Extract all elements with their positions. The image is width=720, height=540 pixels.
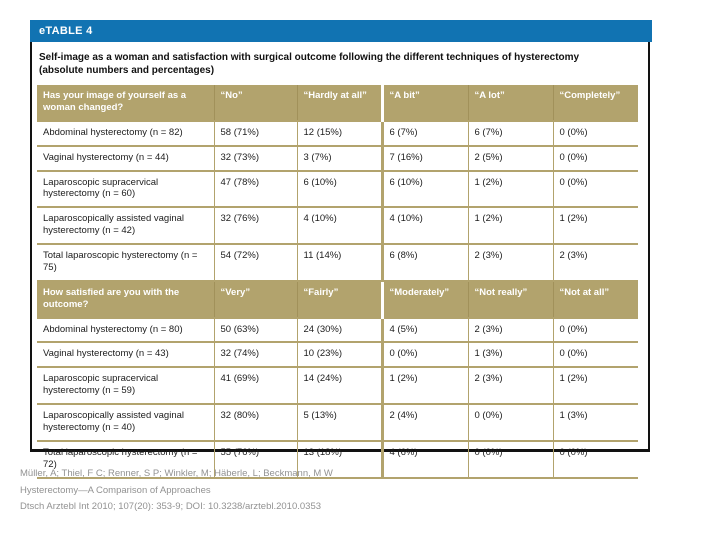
table-cell: 3 (7%) [296,145,382,172]
table-cell: 32 (80%) [213,404,297,442]
table-row: Total laparoscopic hysterectomy (n = 72)… [37,440,638,479]
row-label: Total laparoscopic hysterectomy (n = 75) [37,244,214,282]
table-cell: 6 (10%) [296,170,382,209]
table-cell: 1 (3%) [552,404,638,442]
table-cell: 10 (23%) [296,342,382,369]
table-cell: 0 (0%) [552,440,638,479]
table-cell: 32 (73%) [213,145,297,172]
table-title-line1: Self-image as a woman and satisfaction w… [39,52,580,63]
table-cell: 47 (78%) [213,170,297,209]
table-cell: 5 (13%) [296,404,382,442]
section-header-row: Has your image of yourself as a woman ch… [37,85,638,122]
table-cell: 32 (74%) [213,342,297,369]
table-cell: 24 (30%) [296,317,382,344]
table-cell: 2 (3%) [552,244,638,282]
table-cell: 1 (2%) [467,170,553,209]
table-row: Laparoscopically assisted vaginal hyster… [37,404,638,442]
table-row: Laparoscopically assisted vaginal hyster… [37,207,638,245]
table-cell: 58 (71%) [213,120,297,147]
section-question: How satisfied are you with the outcome? [37,280,214,319]
column-header: “Not really” [467,280,553,319]
citation: Müller, A; Thiel, F C; Renner, S P; Wink… [20,466,333,516]
column-header: “Hardly at all” [296,85,382,122]
table-title-line2: (absolute numbers and percentages) [39,65,215,76]
table-row: Vaginal hysterectomy (n = 43) 32 (74%) 10 … [37,342,638,369]
table-cell: 2 (3%) [467,317,553,344]
table-cell: 4 (5%) [380,317,468,344]
table-cell: 0 (0%) [380,342,468,369]
citation-title: Hysterectomy—A Comparison of Approaches [20,484,211,496]
etable: Has your image of yourself as a woman ch… [37,85,638,479]
table-cell: 7 (16%) [380,145,468,172]
table-cell: 12 (15%) [296,120,382,147]
row-label: Laparoscopically assisted vaginal hyster… [37,404,214,442]
row-label: Laparoscopically assisted vaginal hyster… [37,207,214,245]
row-label: Total laparoscopic hysterectomy (n = 72) [37,440,214,479]
row-label: Abdominal hysterectomy (n = 80) [37,317,214,344]
table-row: Total laparoscopic hysterectomy (n = 75)… [37,244,638,282]
table-cell: 1 (2%) [467,207,553,245]
table-box: Self-image as a woman and satisfaction w… [30,42,650,479]
table-row: Vaginal hysterectomy (n = 44) 32 (73%) 3 (… [37,145,638,172]
table-cell: 2 (3%) [467,367,553,405]
table-cell: 13 (18%) [296,440,382,479]
row-label: Vaginal hysterectomy (n = 44) [37,145,214,172]
table-cell: 4 (10%) [296,207,382,245]
row-label: Abdominal hysterectomy (n = 82) [37,120,214,147]
row-label: Vaginal hysterectomy (n = 43) [37,342,214,369]
table-row: Laparoscopic supracervical hysterectomy … [37,170,638,209]
column-header: “Moderately” [380,280,468,319]
column-header: “A lot” [467,85,553,122]
table-cell: 1 (2%) [552,367,638,405]
table-cell: 11 (14%) [296,244,382,282]
table-cell: 6 (10%) [380,170,468,209]
citation-authors: Müller, A; Thiel, F C; Renner, S P; Wink… [20,468,333,479]
table-cell: 32 (76%) [213,207,297,245]
table-cell: 1 (3%) [467,342,553,369]
column-header: “Fairly” [296,280,382,319]
table-cell: 6 (8%) [380,244,468,282]
row-label: Laparoscopic supracervical hysterectomy … [37,170,214,209]
column-header: “Completely” [552,85,638,122]
column-header: “No” [213,85,297,122]
table-cell: 0 (0%) [552,170,638,209]
table-cell: 6 (7%) [467,120,553,147]
column-header: “A bit” [380,85,468,122]
citation-source: Dtsch Arztebl Int 2010; 107(20): 353-9; … [20,501,322,513]
column-header: “Very” [213,280,297,319]
table-title: Self-image as a woman and satisfaction w… [39,51,638,77]
table-cell: 1 (2%) [552,207,638,245]
table-cell: 55 (76%) [213,440,297,479]
table-row: Laparoscopic supracervical hysterectomy … [37,367,638,405]
etable-body: Has your image of yourself as a woman ch… [37,85,638,479]
etable-label: eTABLE 4 [39,25,93,37]
row-label: Laparoscopic supracervical hysterectomy … [37,367,214,405]
table-cell: 4 (10%) [380,207,468,245]
table-cell: 0 (0%) [552,120,638,147]
table-cell: 4 (6%) [380,440,468,479]
table-row: Abdominal hysterectomy (n = 80) 50 (63%) 2… [37,317,638,344]
table-cell: 41 (69%) [213,367,297,405]
table-cell: 0 (0%) [552,145,638,172]
table-cell: 50 (63%) [213,317,297,344]
table-cell: 0 (0%) [467,440,553,479]
table-cell: 2 (5%) [467,145,553,172]
table-row: Abdominal hysterectomy (n = 82) 58 (71%) 1… [37,120,638,147]
etable-label-band: eTABLE 4 [30,20,652,42]
table-cell: 0 (0%) [552,317,638,344]
section-header-row: How satisfied are you with the outcome? “… [37,280,638,319]
table-cell: 0 (0%) [552,342,638,369]
table-cell: 1 (2%) [380,367,468,405]
table-cell: 54 (72%) [213,244,297,282]
column-header: “Not at all” [552,280,638,319]
section-question: Has your image of yourself as a woman ch… [37,85,214,122]
table-cell: 6 (7%) [380,120,468,147]
table-cell: 2 (3%) [467,244,553,282]
table-cell: 0 (0%) [467,404,553,442]
table-cell: 14 (24%) [296,367,382,405]
table-cell: 2 (4%) [380,404,468,442]
